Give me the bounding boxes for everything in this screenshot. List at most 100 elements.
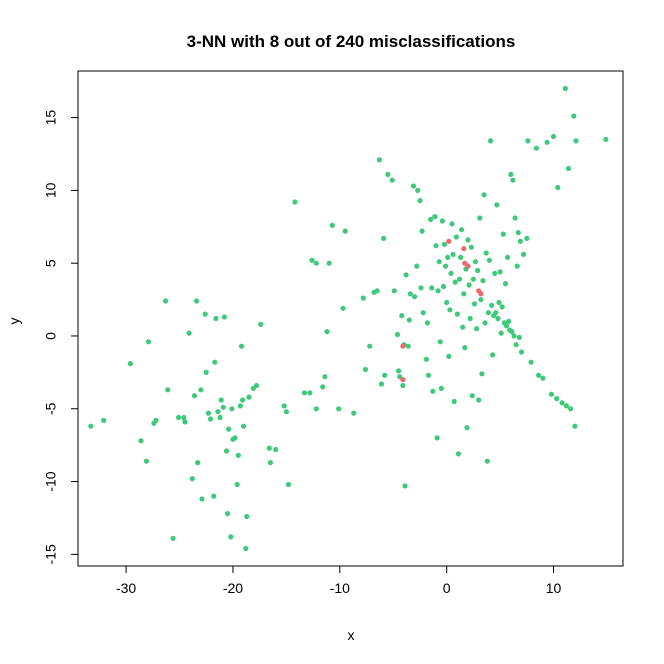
correct-point (439, 218, 445, 224)
correct-point (471, 301, 478, 307)
correct-point (389, 177, 395, 183)
correct-point (483, 250, 489, 256)
correct-point (455, 451, 461, 457)
correct-point (396, 368, 402, 374)
correct-point (407, 291, 413, 297)
correct-point (478, 297, 484, 303)
correct-point (506, 318, 512, 324)
correct-point (571, 113, 577, 119)
correct-point (213, 315, 219, 322)
correct-point (446, 353, 452, 359)
correct-point (466, 282, 472, 288)
correct-point (452, 279, 458, 285)
correct-point (153, 417, 159, 423)
correct-point (437, 339, 443, 345)
correct-point (412, 294, 418, 300)
correct-point (459, 227, 465, 233)
correct-point (503, 323, 510, 329)
correct-point (548, 391, 555, 397)
correct-point (175, 414, 182, 421)
correct-point (417, 198, 423, 204)
correct-point (221, 314, 227, 320)
correct-point (516, 334, 522, 340)
correct-point (510, 177, 516, 183)
correct-point (189, 476, 195, 482)
correct-point (490, 352, 496, 358)
data-points (88, 85, 609, 552)
correct-point (555, 184, 561, 191)
correct-point (438, 385, 444, 391)
correct-point (253, 382, 260, 389)
correct-point (533, 145, 540, 151)
correct-point (448, 270, 454, 276)
correct-point (381, 235, 387, 241)
correct-point (170, 535, 176, 541)
y-tick-label: -15 (43, 544, 59, 564)
correct-point (88, 423, 94, 429)
correct-point (145, 339, 152, 345)
correct-point (517, 238, 524, 244)
correct-point (203, 369, 209, 375)
correct-point (225, 510, 231, 517)
correct-point (406, 317, 412, 323)
correct-point (211, 493, 217, 499)
correct-point (351, 410, 357, 416)
correct-point (267, 460, 273, 466)
x-axis-label: x (348, 627, 355, 643)
correct-point (235, 452, 241, 458)
correct-point (465, 237, 471, 243)
correct-point (550, 133, 557, 140)
misclassified-point (400, 377, 406, 383)
correct-point (301, 390, 308, 396)
correct-point (512, 215, 518, 221)
plot-frame (77, 70, 624, 567)
correct-point (454, 311, 460, 317)
x-tick-label: 10 (546, 580, 562, 596)
correct-point (482, 320, 488, 326)
correct-point (313, 406, 319, 412)
correct-point (273, 446, 279, 453)
x-tick-label: -20 (223, 580, 243, 596)
correct-point (449, 221, 455, 227)
correct-point (500, 231, 506, 237)
correct-point (513, 342, 519, 348)
correct-point (509, 329, 515, 335)
correct-point (453, 234, 459, 240)
correct-point (518, 349, 525, 355)
correct-point (182, 419, 188, 425)
misclassified-point (461, 246, 467, 252)
correct-point (456, 276, 463, 282)
correct-point (468, 244, 474, 250)
correct-point (342, 228, 348, 234)
x-tick-label: -10 (330, 580, 350, 596)
correct-point (497, 269, 503, 275)
correct-point (544, 139, 550, 145)
correct-point (521, 251, 527, 257)
y-axis-label: y (6, 318, 22, 325)
correct-point (405, 343, 411, 349)
correct-point (163, 298, 169, 304)
correct-point (226, 426, 232, 432)
correct-point (562, 85, 568, 92)
correct-point (481, 192, 487, 198)
misclassified-point (446, 238, 452, 244)
correct-point (494, 202, 500, 208)
correct-point (220, 404, 226, 410)
correct-point (492, 270, 498, 276)
correct-point (202, 311, 208, 317)
correct-point (603, 136, 609, 142)
correct-point (217, 414, 223, 421)
correct-point (336, 406, 342, 412)
correct-point (322, 374, 328, 380)
correct-point (418, 285, 424, 291)
correct-point (194, 298, 200, 304)
y-tick-label: 0 (43, 332, 59, 340)
correct-point (246, 394, 252, 400)
correct-point (234, 481, 240, 488)
correct-point (340, 305, 346, 311)
correct-point (563, 403, 570, 409)
x-tick-label: 0 (443, 580, 451, 596)
correct-point (127, 361, 133, 367)
correct-point (461, 291, 467, 297)
